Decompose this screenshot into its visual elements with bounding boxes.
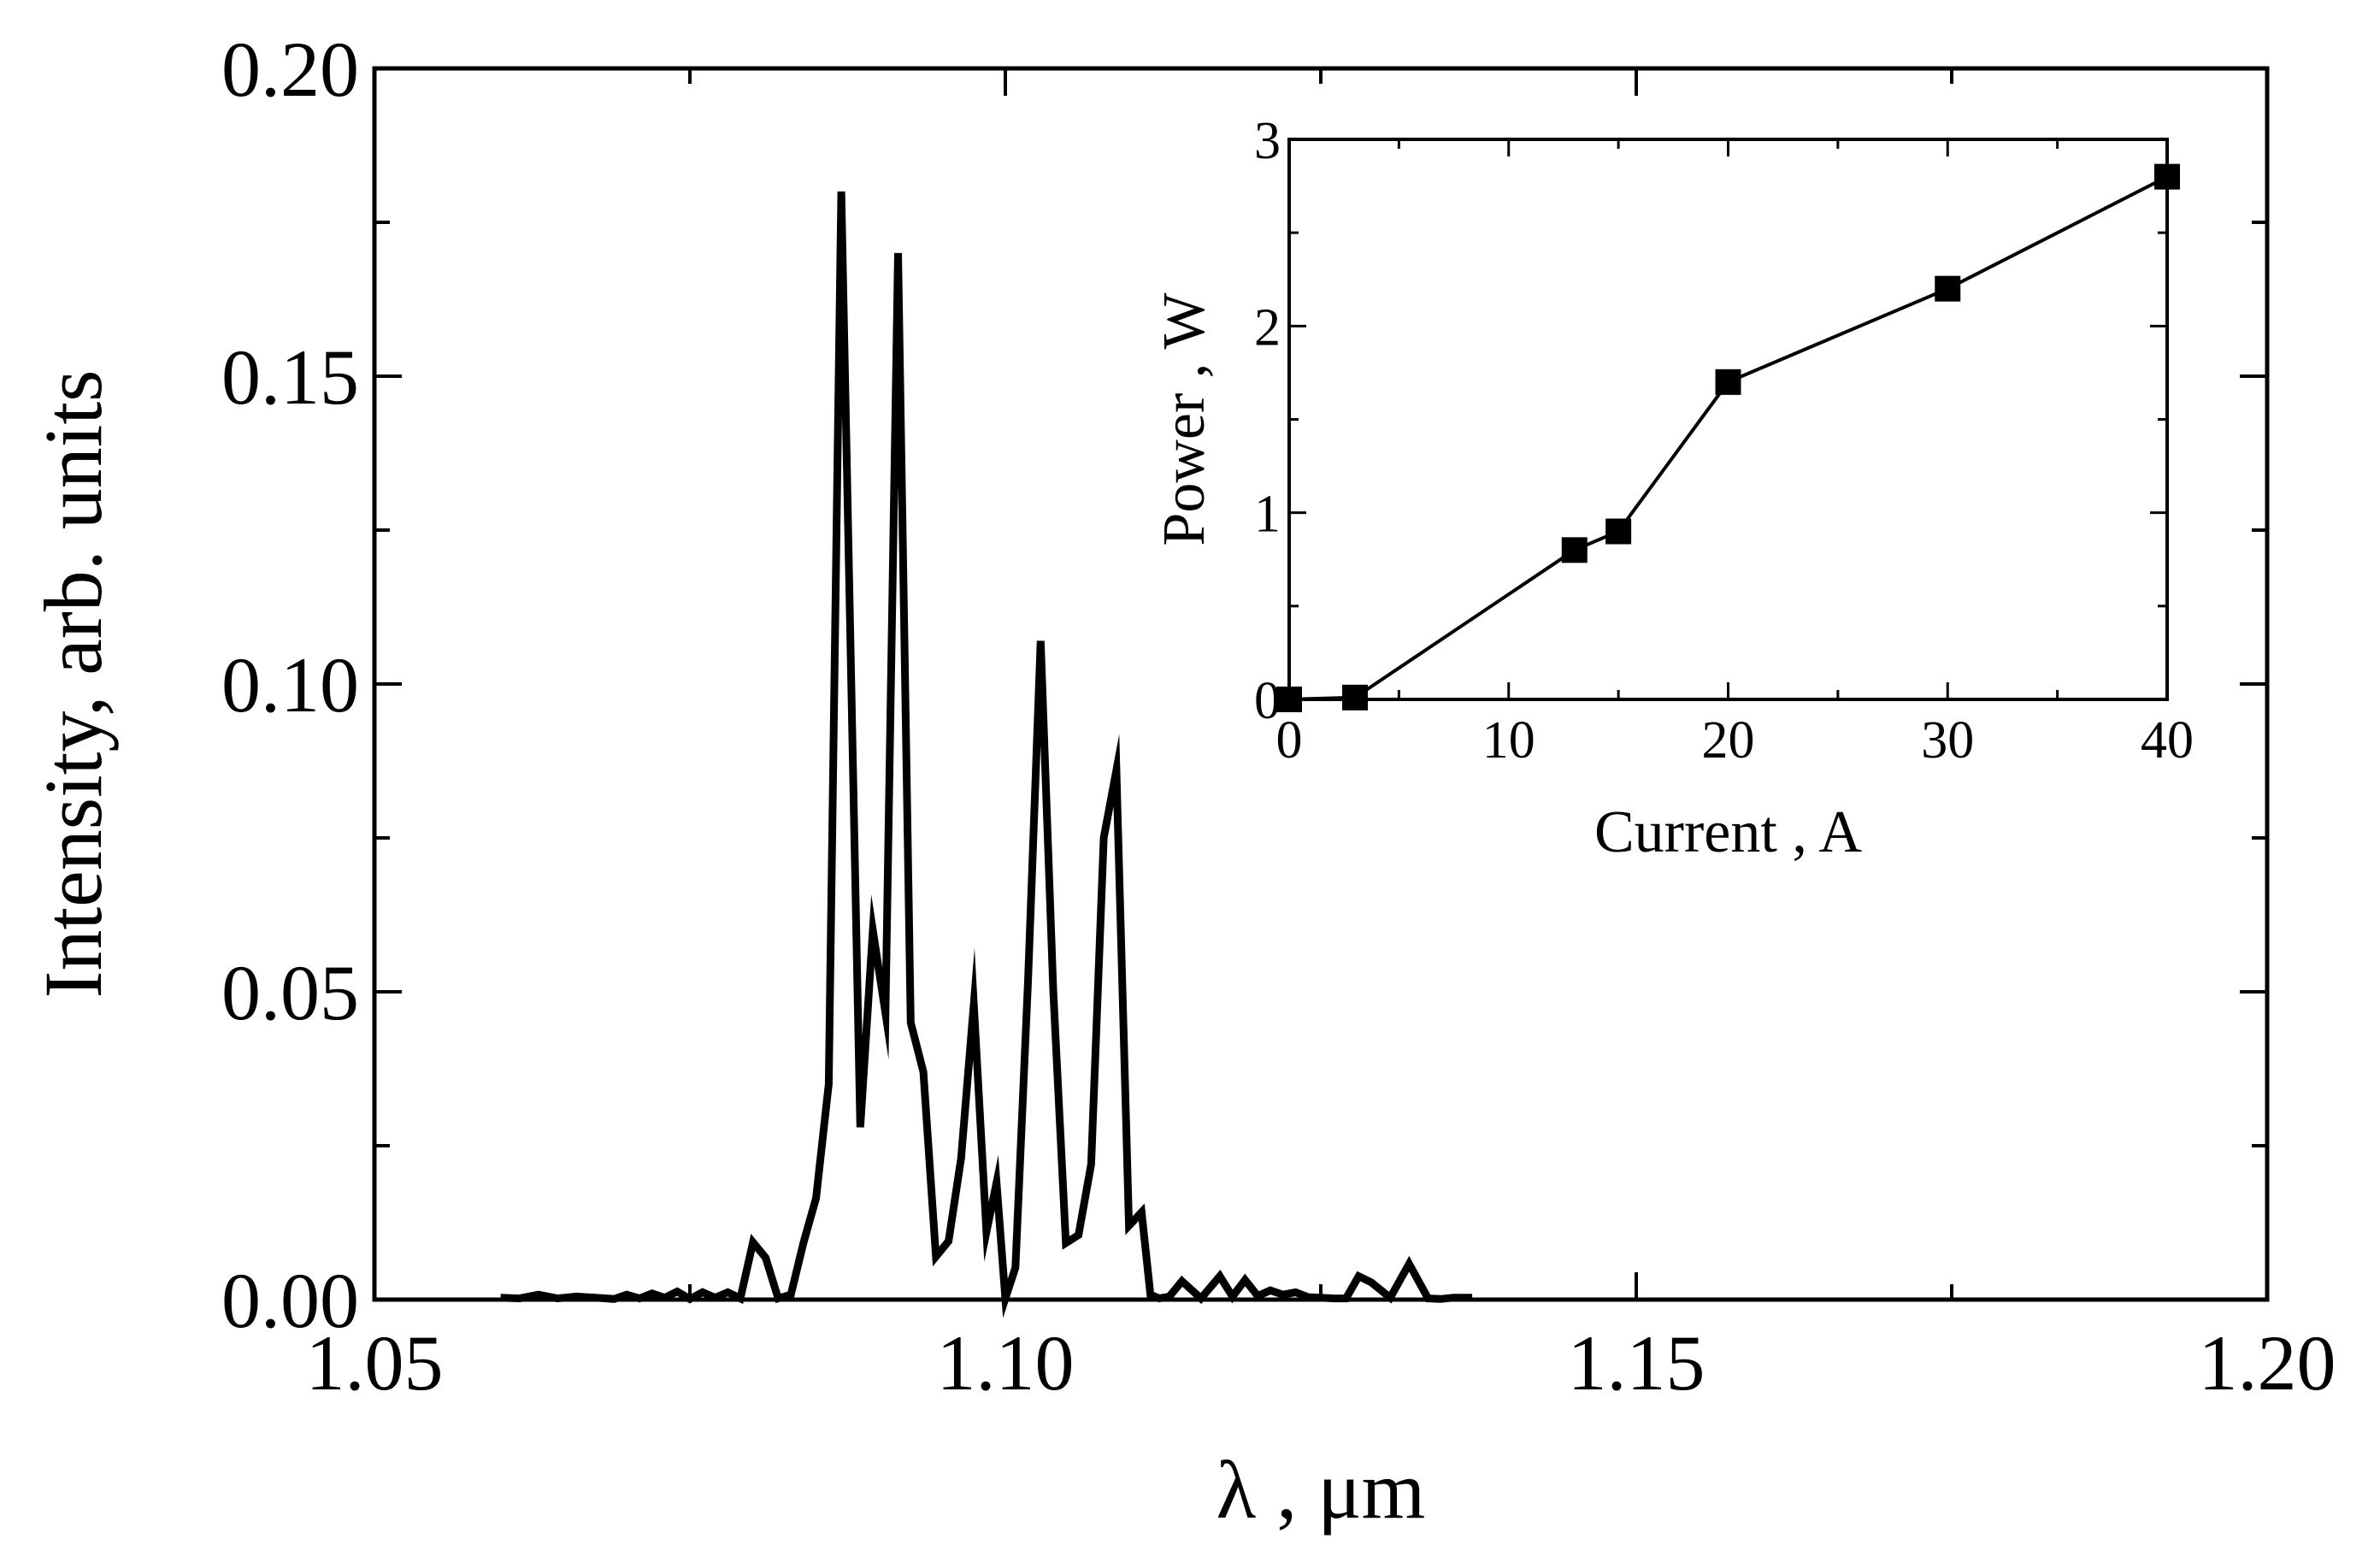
x-tick-label: 1.15 bbox=[1568, 1319, 1705, 1406]
y-tick-label: 0.00 bbox=[221, 1257, 359, 1344]
x-tick-label: 10 bbox=[1482, 711, 1535, 770]
x-tick-label: 1.10 bbox=[937, 1319, 1075, 1406]
y-tick-label: 0.20 bbox=[221, 26, 359, 113]
y-tick-label: 1 bbox=[1254, 486, 1281, 544]
y-tick-label: 3 bbox=[1254, 112, 1281, 170]
main-chart: 1.05 1.10 1.15 1.20 0.00 0.05 0.10 0.15 0.20 λ ,… bbox=[27, 26, 2336, 1536]
y-tick-label: 2 bbox=[1254, 298, 1281, 357]
x-tick-label: 0 bbox=[1276, 711, 1303, 770]
y-tick-label: 0.05 bbox=[221, 949, 359, 1036]
main-x-axis-label: λ , μm bbox=[1217, 1444, 1426, 1536]
x-tick-label: 40 bbox=[2141, 711, 2194, 770]
main-y-axis-label: Intensity, arb. units bbox=[27, 370, 119, 999]
data-point-marker bbox=[1605, 518, 1632, 545]
x-tick-label: 1.20 bbox=[2199, 1319, 2336, 1406]
inset-tick-labels: 0 10 20 30 40 0 1 2 3 bbox=[1254, 112, 2194, 770]
inset-x-axis-label: Current , A bbox=[1594, 799, 1862, 865]
power-current-line bbox=[1288, 174, 2168, 701]
main-tick-labels: 1.05 1.10 1.15 1.20 0.00 0.05 0.10 0.15 0.20 bbox=[221, 26, 2336, 1406]
data-point-marker bbox=[1935, 275, 1961, 302]
x-tick-label: 20 bbox=[1702, 711, 1755, 770]
data-point-marker bbox=[1715, 369, 1741, 395]
inset-axis-ticks bbox=[1287, 138, 2169, 701]
inset-plot-frame bbox=[1287, 138, 2169, 701]
data-point-marker bbox=[1561, 537, 1588, 563]
data-point-marker bbox=[1342, 684, 1369, 711]
spectrum-line bbox=[500, 191, 1473, 1318]
y-tick-label: 0.15 bbox=[221, 333, 359, 421]
data-point-marker bbox=[1276, 687, 1302, 712]
main-axis-ticks bbox=[373, 67, 2269, 1301]
power-current-markers bbox=[1276, 163, 2180, 712]
x-tick-label: 1.05 bbox=[306, 1319, 444, 1406]
inset-chart: 0 10 20 30 40 0 1 2 3 Current , A Power , W bbox=[1152, 112, 2194, 865]
x-tick-label: 30 bbox=[1921, 711, 1974, 770]
data-point-marker bbox=[2154, 163, 2180, 190]
main-plot-frame bbox=[372, 66, 2270, 1302]
y-tick-label: 0 bbox=[1254, 672, 1281, 730]
inset-y-axis-label: Power , W bbox=[1152, 292, 1217, 545]
y-tick-label: 0.10 bbox=[221, 641, 359, 728]
